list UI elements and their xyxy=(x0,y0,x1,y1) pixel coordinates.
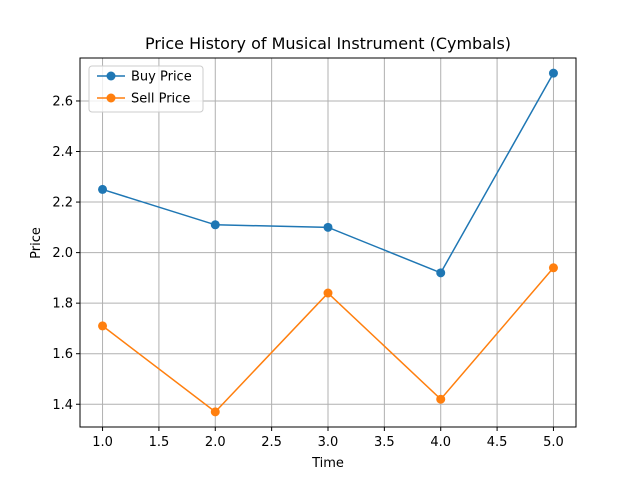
y-tick-label: 2.6 xyxy=(52,94,73,109)
legend-sell-price-label: Sell Price xyxy=(131,92,190,107)
y-tick-label: 1.4 xyxy=(52,398,73,413)
y-tick-label: 2.2 xyxy=(52,196,73,211)
sell-price-point xyxy=(323,288,333,298)
series-layer xyxy=(98,68,558,417)
sell-price-point xyxy=(98,321,108,331)
x-tick-label: 4.5 xyxy=(487,435,508,450)
buy-price-point xyxy=(210,220,220,230)
y-tick-label: 1.8 xyxy=(52,297,73,312)
x-tick-label: 1.5 xyxy=(149,435,170,450)
x-tick-label: 4.0 xyxy=(430,435,451,450)
y-axis-label: Price xyxy=(29,227,44,259)
buy-price-point xyxy=(98,184,108,194)
sell-price-point xyxy=(436,394,446,404)
legend-box xyxy=(88,65,204,113)
x-tick-label: 2.5 xyxy=(261,435,282,450)
x-tick-label: 3.5 xyxy=(374,435,395,450)
x-tick-label: 2.0 xyxy=(205,435,226,450)
legend: Buy Price Sell Price xyxy=(88,65,204,113)
buy-price-point xyxy=(323,222,333,232)
grid xyxy=(80,58,576,427)
legend-buy-price-label: Buy Price xyxy=(131,70,192,85)
buy-price-point xyxy=(436,268,446,278)
y-tick-label: 2.4 xyxy=(52,145,73,160)
y-tick-label: 1.6 xyxy=(52,347,73,362)
x-axis-label: Time xyxy=(311,456,344,471)
chart-title: Price History of Musical Instrument (Cym… xyxy=(145,34,511,53)
x-tick-label: 5.0 xyxy=(543,435,564,450)
x-tick-label: 1.0 xyxy=(92,435,113,450)
buy-price-point xyxy=(548,68,558,78)
sell-price-point xyxy=(210,407,220,417)
legend-buy-price-marker xyxy=(106,71,116,81)
x-tick-label: 3.0 xyxy=(318,435,339,450)
sell-price-point xyxy=(548,263,558,273)
y-tick-label: 2.0 xyxy=(52,246,73,261)
ticks: 1.0 1.5 2.0 2.5 3.0 3.5 4.0 4.5 5.0 1.4 1.6 1.8 2.0 2… xyxy=(52,94,563,450)
legend-sell-price-marker xyxy=(106,93,116,103)
